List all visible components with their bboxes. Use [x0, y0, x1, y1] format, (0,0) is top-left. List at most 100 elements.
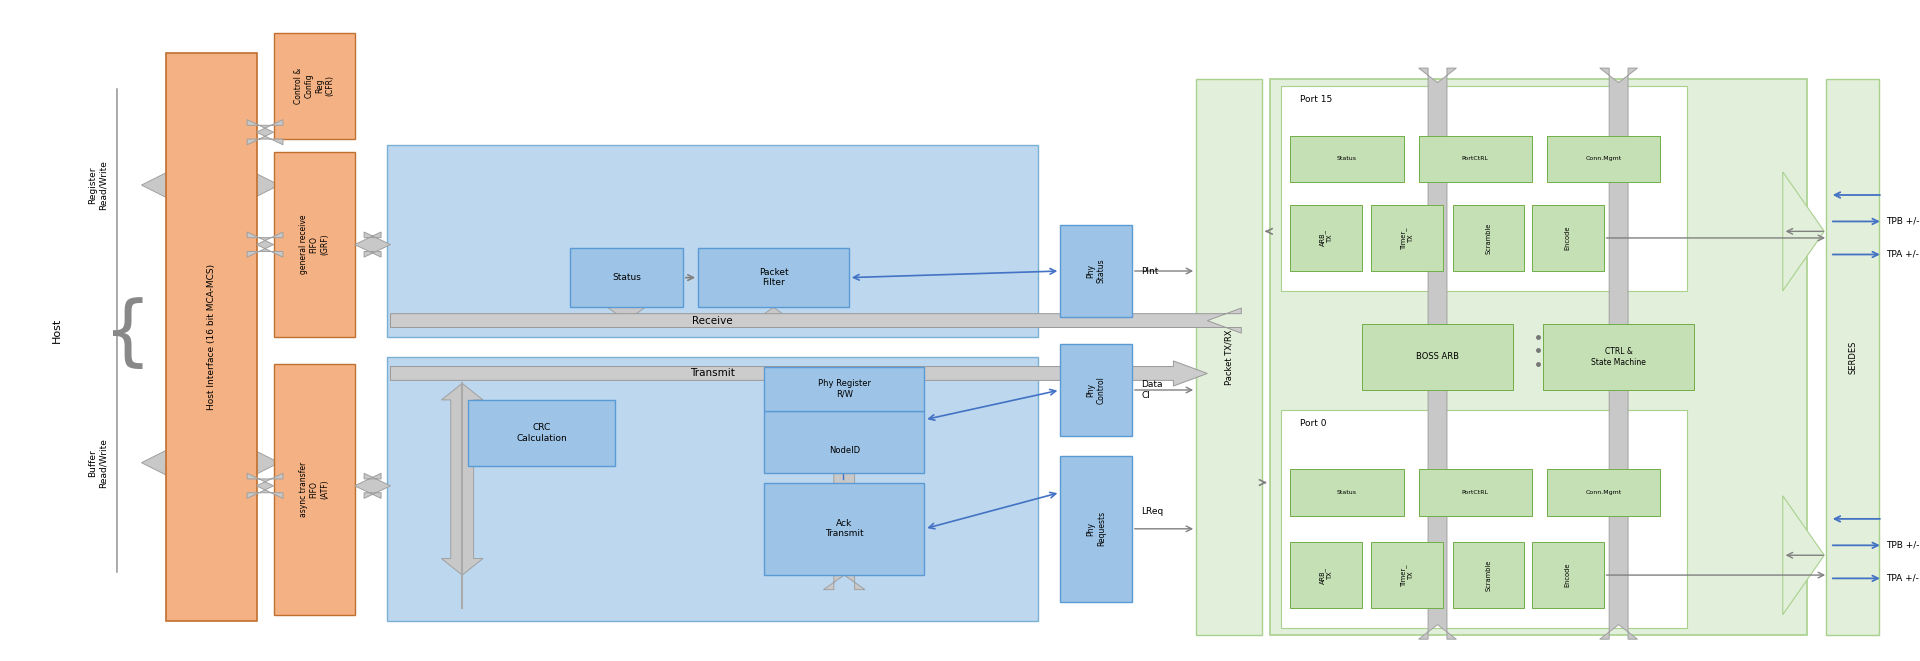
Text: Conn.Mgmt: Conn.Mgmt: [1586, 490, 1622, 495]
Text: Packet
Filter: Packet Filter: [758, 268, 789, 288]
FancyBboxPatch shape: [1281, 86, 1686, 291]
Polygon shape: [442, 383, 484, 575]
Text: Encode: Encode: [1565, 225, 1571, 251]
Text: Port 15: Port 15: [1300, 95, 1332, 104]
FancyBboxPatch shape: [1544, 324, 1693, 390]
Polygon shape: [390, 361, 1208, 386]
Text: Conn.Mgmt: Conn.Mgmt: [1586, 156, 1622, 161]
FancyBboxPatch shape: [273, 152, 355, 337]
Polygon shape: [1599, 324, 1638, 639]
Text: Timer_
TX: Timer_ TX: [1400, 564, 1415, 586]
Polygon shape: [1419, 68, 1457, 390]
Text: PortCtRL: PortCtRL: [1461, 490, 1488, 495]
Text: Data
CI: Data CI: [1140, 380, 1164, 400]
FancyBboxPatch shape: [699, 248, 849, 307]
Polygon shape: [390, 308, 1242, 333]
FancyBboxPatch shape: [764, 483, 924, 575]
FancyBboxPatch shape: [1290, 542, 1361, 608]
Text: PortCtRL: PortCtRL: [1461, 156, 1488, 161]
Polygon shape: [355, 473, 390, 498]
FancyBboxPatch shape: [1419, 469, 1532, 516]
Polygon shape: [355, 232, 390, 257]
Text: LReq: LReq: [1140, 507, 1164, 516]
Text: Buffer
Read/Write: Buffer Read/Write: [88, 438, 108, 488]
Polygon shape: [605, 306, 647, 321]
FancyBboxPatch shape: [1532, 205, 1603, 271]
FancyBboxPatch shape: [1060, 456, 1133, 602]
FancyBboxPatch shape: [1419, 136, 1532, 182]
Polygon shape: [1419, 324, 1457, 639]
Text: Receive: Receive: [691, 315, 732, 326]
Text: Status: Status: [612, 273, 641, 282]
Text: Phy
Status: Phy Status: [1087, 258, 1106, 284]
FancyBboxPatch shape: [1361, 324, 1513, 390]
FancyBboxPatch shape: [1269, 79, 1807, 635]
FancyBboxPatch shape: [1060, 225, 1133, 317]
FancyBboxPatch shape: [570, 248, 684, 307]
Text: Host Interface (16 bit MCA-MCS): Host Interface (16 bit MCA-MCS): [207, 264, 215, 410]
Polygon shape: [1784, 172, 1824, 291]
FancyBboxPatch shape: [165, 53, 257, 621]
Text: TPB +/-: TPB +/-: [1887, 217, 1920, 226]
Text: CTRL &
State Machine: CTRL & State Machine: [1592, 347, 1645, 367]
FancyBboxPatch shape: [1548, 469, 1661, 516]
FancyBboxPatch shape: [273, 33, 355, 139]
Polygon shape: [824, 466, 866, 590]
FancyBboxPatch shape: [1290, 136, 1404, 182]
FancyBboxPatch shape: [1532, 542, 1603, 608]
FancyBboxPatch shape: [764, 411, 924, 473]
Text: Phy Register
R/W: Phy Register R/W: [818, 379, 870, 399]
FancyBboxPatch shape: [1371, 542, 1444, 608]
FancyBboxPatch shape: [386, 357, 1037, 621]
Text: Timer_
TX: Timer_ TX: [1400, 227, 1415, 249]
Text: ARB_
TX: ARB_ TX: [1319, 229, 1332, 247]
Text: }: }: [84, 293, 134, 368]
Text: NodeID: NodeID: [829, 446, 860, 455]
Text: Host: Host: [52, 318, 61, 343]
Text: Scramble: Scramble: [1486, 559, 1492, 591]
Polygon shape: [142, 449, 278, 476]
Text: general receive
FIFO
(GRF): general receive FIFO (GRF): [300, 215, 328, 274]
Text: ARB_
TX: ARB_ TX: [1319, 566, 1332, 584]
Polygon shape: [248, 473, 282, 498]
Text: Scramble: Scramble: [1486, 222, 1492, 254]
FancyBboxPatch shape: [764, 367, 924, 411]
FancyBboxPatch shape: [468, 400, 614, 466]
Text: Transmit: Transmit: [689, 368, 735, 379]
Text: SERDES: SERDES: [1849, 340, 1857, 373]
Text: BOSS ARB: BOSS ARB: [1417, 352, 1459, 362]
Polygon shape: [248, 120, 282, 145]
FancyBboxPatch shape: [1281, 410, 1686, 628]
FancyBboxPatch shape: [1453, 542, 1524, 608]
Text: Ack
Transmit: Ack Transmit: [826, 519, 864, 539]
Text: Register
Read/Write: Register Read/Write: [88, 160, 108, 210]
Text: Phy
Control: Phy Control: [1087, 376, 1106, 404]
Text: Port 0: Port 0: [1300, 418, 1327, 428]
Text: Status: Status: [1336, 156, 1357, 161]
FancyBboxPatch shape: [1371, 205, 1444, 271]
Text: TPA +/-: TPA +/-: [1887, 574, 1920, 583]
Polygon shape: [248, 232, 282, 257]
Text: TPA +/-: TPA +/-: [1887, 250, 1920, 259]
FancyBboxPatch shape: [1826, 79, 1880, 635]
FancyBboxPatch shape: [1453, 205, 1524, 271]
Polygon shape: [753, 307, 795, 322]
Text: Control &
Config
Reg
(CFR): Control & Config Reg (CFR): [294, 68, 334, 104]
Polygon shape: [142, 172, 278, 198]
Text: PInt: PInt: [1140, 266, 1158, 276]
FancyBboxPatch shape: [1290, 205, 1361, 271]
Text: Phy
Requests: Phy Requests: [1087, 511, 1106, 547]
Polygon shape: [1784, 496, 1824, 615]
FancyBboxPatch shape: [1290, 469, 1404, 516]
Text: Encode: Encode: [1565, 563, 1571, 588]
Text: Status: Status: [1336, 490, 1357, 495]
Text: async transfer
FIFO
(ATF): async transfer FIFO (ATF): [300, 461, 328, 517]
Text: Packet TX/RX: Packet TX/RX: [1225, 329, 1233, 385]
Text: TPB +/-: TPB +/-: [1887, 541, 1920, 550]
FancyBboxPatch shape: [273, 364, 355, 615]
Text: CRC
Calculation: CRC Calculation: [516, 423, 566, 443]
FancyBboxPatch shape: [386, 145, 1037, 337]
FancyBboxPatch shape: [1060, 344, 1133, 436]
Polygon shape: [1599, 68, 1638, 390]
FancyBboxPatch shape: [1548, 136, 1661, 182]
